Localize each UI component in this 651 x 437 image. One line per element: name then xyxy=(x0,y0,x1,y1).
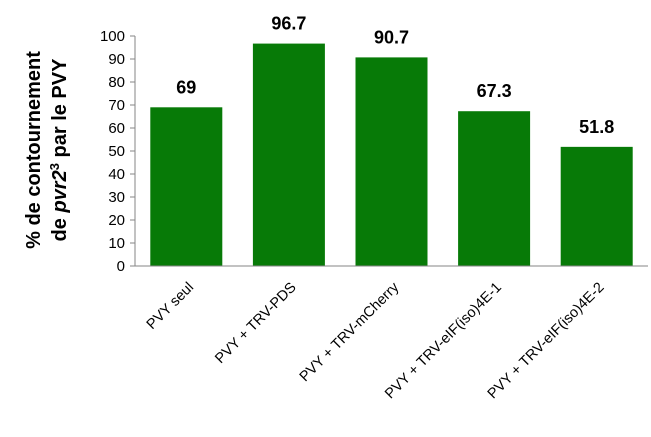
y-tick-label: 40 xyxy=(108,166,125,183)
y-axis-label-line1: % de contournement xyxy=(23,51,45,249)
y-axis-label-suffix: par le PVY xyxy=(49,58,71,163)
bar xyxy=(252,43,325,267)
y-tick-label: 0 xyxy=(117,258,125,275)
data-label: 69 xyxy=(176,77,196,97)
bar xyxy=(458,111,531,267)
y-axis-label-prefix: de xyxy=(49,213,71,242)
y-tick-label: 90 xyxy=(108,51,125,68)
bar xyxy=(150,107,223,266)
data-label: 96.7 xyxy=(271,14,306,34)
category-label: PVY + TRV-eIF(iso)4E-2 xyxy=(485,280,608,403)
category-label: PVY seul xyxy=(144,280,197,333)
y-tick-label: 100 xyxy=(100,28,125,45)
y-axis-label-superscript: 3 xyxy=(47,163,62,170)
y-tick-label: 30 xyxy=(108,189,125,206)
category-label: PVY + TRV-eIF(iso)4E-1 xyxy=(382,280,505,403)
bar xyxy=(355,57,428,266)
y-tick-label: 50 xyxy=(108,143,125,160)
y-tick-label: 20 xyxy=(108,212,125,229)
y-tick-label: 60 xyxy=(108,120,125,137)
y-tick-label: 70 xyxy=(108,97,125,114)
y-tick-label: 10 xyxy=(108,235,125,252)
y-axis-label-line2: de pvr23 par le PVY xyxy=(47,58,71,242)
category-label: PVY + TRV-PDS xyxy=(212,280,299,367)
category-label: PVY + TRV-mCherry xyxy=(297,279,403,385)
y-axis-label: % de contournement de pvr23 par le PVY xyxy=(23,51,71,249)
bar xyxy=(560,146,633,266)
y-axis-label-italic: pvr2 xyxy=(49,170,71,213)
data-label: 90.7 xyxy=(374,27,409,47)
data-label: 51.8 xyxy=(579,117,614,137)
y-tick-label: 80 xyxy=(108,74,125,91)
data-label: 67.3 xyxy=(477,81,512,101)
